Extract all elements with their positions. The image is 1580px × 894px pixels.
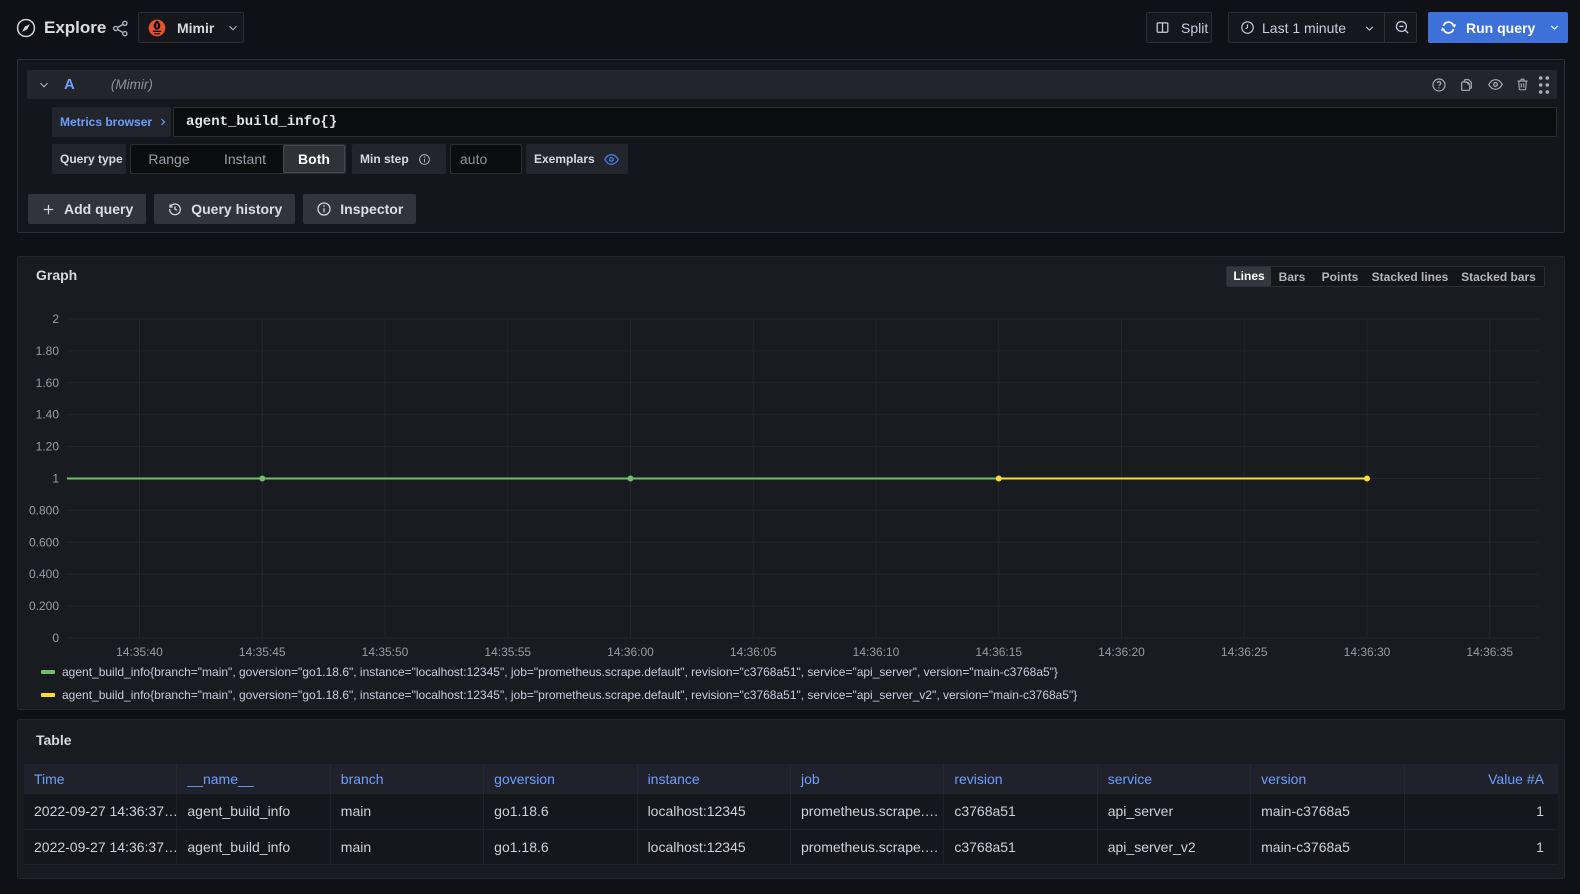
svg-text:0.200: 0.200	[29, 599, 59, 613]
svg-text:1: 1	[52, 472, 59, 486]
svg-text:14:35:50: 14:35:50	[362, 645, 409, 659]
svg-text:1.60: 1.60	[36, 376, 60, 390]
svg-text:0.400: 0.400	[29, 567, 59, 581]
svg-text:0.800: 0.800	[29, 503, 59, 517]
svg-text:1.80: 1.80	[36, 344, 60, 358]
svg-text:0.600: 0.600	[29, 535, 59, 549]
svg-text:14:36:10: 14:36:10	[853, 645, 900, 659]
svg-text:0: 0	[52, 631, 59, 645]
svg-text:2: 2	[52, 312, 59, 326]
svg-text:1.20: 1.20	[36, 440, 60, 454]
svg-text:14:36:20: 14:36:20	[1098, 645, 1145, 659]
svg-text:14:35:40: 14:35:40	[116, 645, 163, 659]
svg-text:1.40: 1.40	[36, 408, 60, 422]
svg-text:14:36:15: 14:36:15	[975, 645, 1022, 659]
svg-text:14:36:05: 14:36:05	[730, 645, 777, 659]
svg-text:14:35:45: 14:35:45	[239, 645, 286, 659]
svg-text:14:36:35: 14:36:35	[1466, 645, 1513, 659]
svg-text:14:36:25: 14:36:25	[1221, 645, 1268, 659]
svg-text:14:35:55: 14:35:55	[484, 645, 531, 659]
svg-text:14:36:00: 14:36:00	[607, 645, 654, 659]
svg-text:14:36:30: 14:36:30	[1344, 645, 1391, 659]
